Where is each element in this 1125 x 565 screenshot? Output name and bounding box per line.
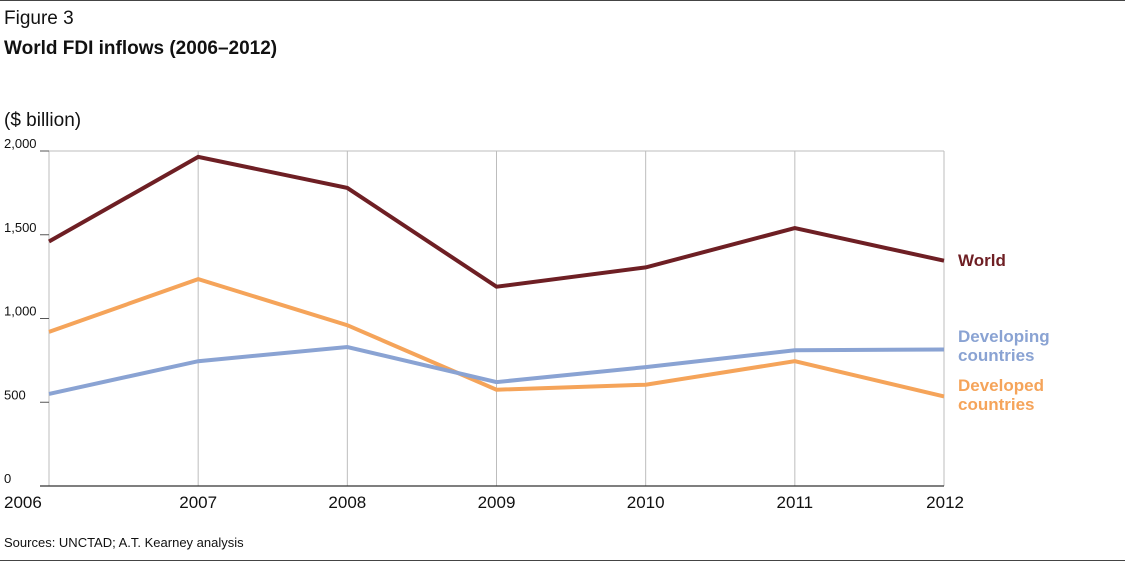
- chart-title: World FDI inflows (2006–2012): [4, 38, 278, 59]
- x-tick-label: 2010: [627, 493, 665, 512]
- y-tick-label: 1,500: [4, 220, 37, 235]
- x-tick-label: 2012: [926, 493, 964, 512]
- x-tick-label: 2009: [478, 493, 516, 512]
- x-tick-label: 2011: [777, 493, 814, 512]
- y-tick-label: 1,000: [4, 304, 37, 319]
- series-label-developing-countries: Developing countries: [958, 327, 1050, 365]
- y-tick-label: 500: [4, 387, 26, 402]
- y-tick-label: 0: [4, 471, 11, 486]
- series-line-world: [48, 154, 945, 289]
- series-label-developed-countries: Developed countries: [958, 376, 1044, 414]
- x-tick-label: 2008: [328, 493, 366, 512]
- top-rule: [0, 0, 1125, 1]
- y-axis-unit-label: ($ billion): [4, 110, 82, 131]
- figure-label: Figure 3: [4, 8, 74, 29]
- x-tick-label: 2007: [179, 493, 217, 512]
- source-note: Sources: UNCTAD; A.T. Kearney analysis: [4, 535, 244, 550]
- x-tick-label: 2006: [4, 493, 42, 512]
- y-tick-label: 2,000: [4, 136, 37, 151]
- bottom-rule: [0, 560, 1125, 561]
- series-label-world: World: [958, 251, 1006, 270]
- series-line-developing-countries: [48, 344, 945, 396]
- series-line-developed-countries: [48, 276, 945, 399]
